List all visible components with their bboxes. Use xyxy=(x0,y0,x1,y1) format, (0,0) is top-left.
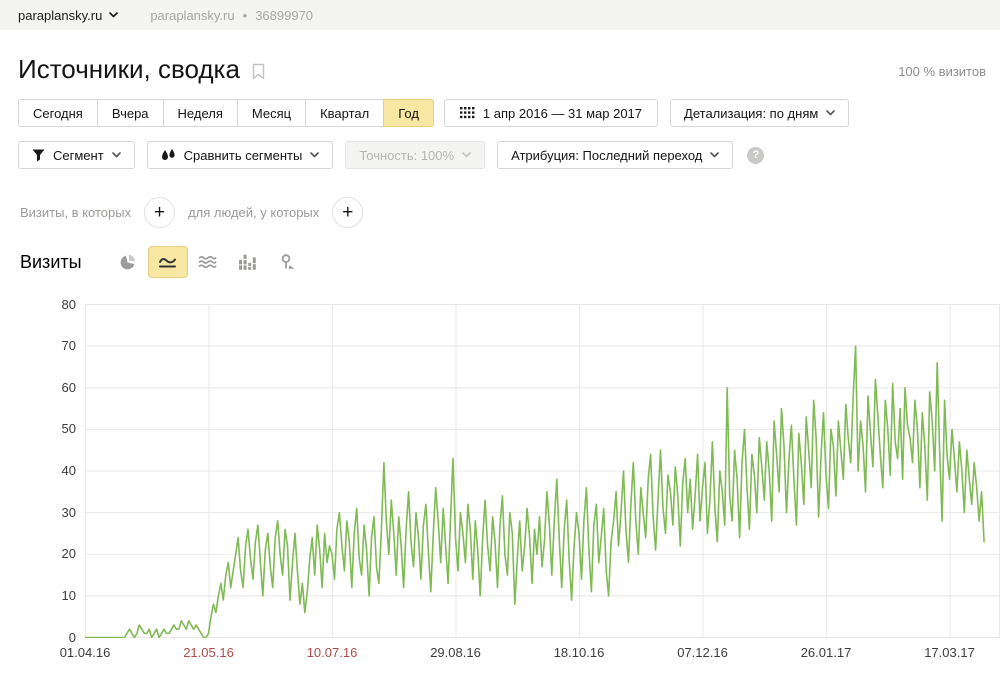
counter-id: 36899970 xyxy=(255,7,314,23)
compare-segments-button[interactable]: Сравнить сегменты xyxy=(146,141,334,169)
map-pin-icon xyxy=(281,254,295,269)
drops-icon xyxy=(161,148,175,160)
bullet-separator: • xyxy=(242,7,248,23)
x-tick-label-01.04.16: 01.04.16 xyxy=(59,645,111,660)
chevron-down-icon xyxy=(462,152,471,158)
top-bar: paraplansky.ru paraplansky.ru • 36899970 xyxy=(0,0,1000,30)
period-tabs: Сегодня Вчера Неделя Месяц Квартал Год xyxy=(18,99,434,127)
stacked-areas-icon xyxy=(198,255,217,269)
chevron-down-icon xyxy=(826,110,836,116)
x-tick-label-18.10.16: 18.10.16 xyxy=(553,645,605,660)
chevron-down-icon xyxy=(111,152,121,158)
calendar-icon xyxy=(459,107,475,119)
plus-icon: + xyxy=(154,202,166,223)
help-glyph: ? xyxy=(752,149,760,161)
chevron-down-icon xyxy=(310,152,320,158)
visits-line-chart[interactable] xyxy=(84,304,1000,639)
period-tab-year[interactable]: Год xyxy=(383,99,434,127)
chart-type-map-button[interactable] xyxy=(268,246,308,278)
period-tab-yesterday[interactable]: Вчера xyxy=(96,99,164,127)
period-tab-month[interactable]: Месяц xyxy=(236,99,307,127)
period-tab-week[interactable]: Неделя xyxy=(162,99,238,127)
date-range-label: 1 апр 2016 — 31 мар 2017 xyxy=(482,105,643,121)
y-tick-label-10: 10 xyxy=(61,587,76,603)
y-tick-label-80: 80 xyxy=(61,296,76,312)
attribution-label: Атрибуция: Последний переход xyxy=(511,147,703,163)
segment-label: Сегмент xyxy=(53,147,104,163)
counter-info: paraplansky.ru • 36899970 xyxy=(150,8,313,23)
y-tick-label-50: 50 xyxy=(61,421,76,437)
detalization-label: Детализация: по дням xyxy=(684,105,819,121)
detalization-button[interactable]: Детализация: по дням xyxy=(670,99,850,127)
compare-segments-label: Сравнить сегменты xyxy=(183,147,303,163)
accuracy-button: Точность: 100% xyxy=(345,141,486,169)
x-tick-label-07.12.16: 07.12.16 xyxy=(677,645,728,660)
columns-chart-icon xyxy=(239,254,256,270)
add-people-filter-button[interactable]: + xyxy=(332,197,364,228)
line-chart-icon xyxy=(159,257,177,268)
x-tick-label-17.03.17: 17.03.17 xyxy=(924,645,975,660)
x-tick-label-21.05.16: 21.05.16 xyxy=(183,645,234,660)
funnel-icon xyxy=(32,149,45,161)
x-tick-label-29.08.16: 29.08.16 xyxy=(430,645,481,660)
add-visits-filter-button[interactable]: + xyxy=(144,197,176,228)
help-icon[interactable]: ? xyxy=(747,146,765,164)
chart-type-areas-button[interactable] xyxy=(188,246,228,278)
y-tick-label-70: 70 xyxy=(61,338,76,354)
chart-type-columns-button[interactable] xyxy=(228,246,268,278)
site-name: paraplansky.ru xyxy=(18,7,103,23)
pie-chart-icon xyxy=(120,254,136,269)
chart-canvas[interactable] xyxy=(84,304,1000,639)
y-tick-label-40: 40 xyxy=(61,463,76,478)
x-tick-label-26.01.17: 26.01.17 xyxy=(800,645,852,660)
visits-filter-label: Визиты, в которых xyxy=(20,205,132,220)
period-tab-today[interactable]: Сегодня xyxy=(18,99,98,127)
attribution-button[interactable]: Атрибуция: Последний переход xyxy=(497,141,734,169)
accuracy-label: Точность: 100% xyxy=(359,147,455,163)
period-tab-quarter[interactable]: Квартал xyxy=(305,99,385,127)
visits-share-label: 100 % визитов xyxy=(898,64,986,79)
page-title: Источники, сводка xyxy=(18,54,240,84)
date-range-button[interactable]: 1 апр 2016 — 31 мар 2017 xyxy=(443,99,659,127)
chart-type-line-button[interactable] xyxy=(147,246,188,278)
segment-button[interactable]: Сегмент xyxy=(18,141,135,169)
y-tick-label-0: 0 xyxy=(68,629,76,645)
y-tick-label-60: 60 xyxy=(61,379,76,395)
y-tick-label-30: 30 xyxy=(61,504,76,520)
chevron-down-icon xyxy=(710,152,720,158)
plus-icon: + xyxy=(342,202,354,223)
chevron-down-icon xyxy=(109,12,119,18)
x-tick-label-10.07.16: 10.07.16 xyxy=(306,645,358,660)
chart-type-pie-button[interactable] xyxy=(108,246,148,278)
people-filter-label: для людей, у которых xyxy=(188,205,320,220)
counter-site: paraplansky.ru xyxy=(150,7,235,23)
site-switcher[interactable]: paraplansky.ru xyxy=(18,7,119,23)
y-tick-label-20: 20 xyxy=(61,546,76,562)
bookmark-icon[interactable] xyxy=(252,63,265,80)
metric-title: Визиты xyxy=(20,251,82,272)
